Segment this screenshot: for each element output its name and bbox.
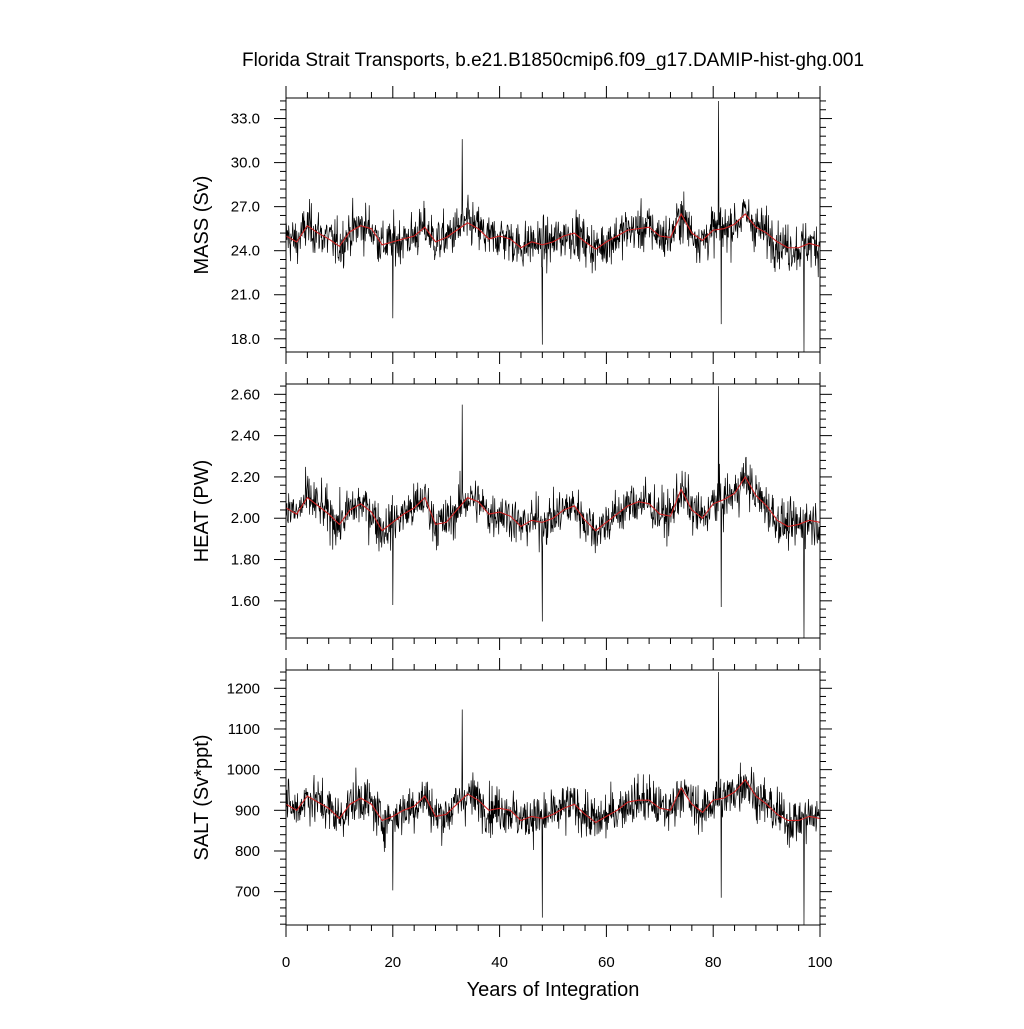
series-monthly-heat xyxy=(286,386,820,638)
series-smoothed-heat xyxy=(286,475,820,532)
x-tick-label: 80 xyxy=(705,954,722,971)
x-tick-label: 100 xyxy=(807,954,832,971)
x-axis-label: Years of Integration xyxy=(467,979,640,1001)
chart-title: Florida Strait Transports, b.e21.B1850cm… xyxy=(242,50,864,71)
y-tick-label-mass: 27.0 xyxy=(231,199,260,216)
x-tick-label: 0 xyxy=(282,954,290,971)
y-axis-label-heat: HEAT (PW) xyxy=(191,460,213,563)
panel-salt: 700 800 900 1000 1100 1200 SALT (Sv*ppt) xyxy=(191,658,832,937)
x-tick-label: 40 xyxy=(491,954,508,971)
plot-frame-salt xyxy=(285,669,821,926)
y-tick-label-heat: 2.60 xyxy=(231,386,260,403)
panel-mass: 18.0 21.0 24.0 27.0 30.0 33.0 MASS (Sv) xyxy=(191,86,832,364)
y-tick-label-salt: 1200 xyxy=(227,680,260,697)
y-tick-label-heat: 1.60 xyxy=(231,593,260,610)
series-monthly-salt xyxy=(286,672,820,925)
x-tick-label: 60 xyxy=(598,954,615,971)
y-tick-label-mass: 24.0 xyxy=(231,243,260,260)
series-smoothed-salt xyxy=(286,778,820,824)
y-tick-label-salt: 1100 xyxy=(228,721,260,738)
y-tick-label-mass: 30.0 xyxy=(231,155,260,172)
y-tick-label-salt: 800 xyxy=(235,843,260,860)
x-tick-label: 20 xyxy=(384,954,401,971)
y-axis-label-salt: SALT (Sv*ppt) xyxy=(191,735,213,861)
y-tick-label-heat: 2.40 xyxy=(231,428,260,445)
y-tick-label-salt: 1000 xyxy=(227,762,260,779)
plot-frame-heat xyxy=(285,383,821,639)
y-tick-label-heat: 2.20 xyxy=(231,469,260,486)
y-tick-label-heat: 2.00 xyxy=(231,510,260,527)
panel-heat: 1.60 1.80 2.00 2.20 2.40 2.60 HEAT (PW) xyxy=(191,372,832,650)
panels: 18.0 21.0 24.0 27.0 30.0 33.0 MASS (Sv) 1.60 1.8… xyxy=(191,86,833,971)
y-tick-label-salt: 900 xyxy=(235,802,260,819)
y-axis-label-mass: MASS (Sv) xyxy=(191,176,213,275)
y-tick-label-mass: 18.0 xyxy=(231,331,260,348)
x-tick-labels: 0 20 40 60 80 100 xyxy=(282,954,833,971)
series-smoothed-mass xyxy=(286,212,820,250)
plot-frame-mass xyxy=(285,97,821,353)
y-tick-label-mass: 33.0 xyxy=(231,111,260,128)
series-monthly-mass xyxy=(286,100,820,352)
y-tick-label-heat: 1.80 xyxy=(231,552,260,569)
y-tick-label-salt: 700 xyxy=(235,884,260,901)
y-tick-label-mass: 21.0 xyxy=(231,287,260,304)
